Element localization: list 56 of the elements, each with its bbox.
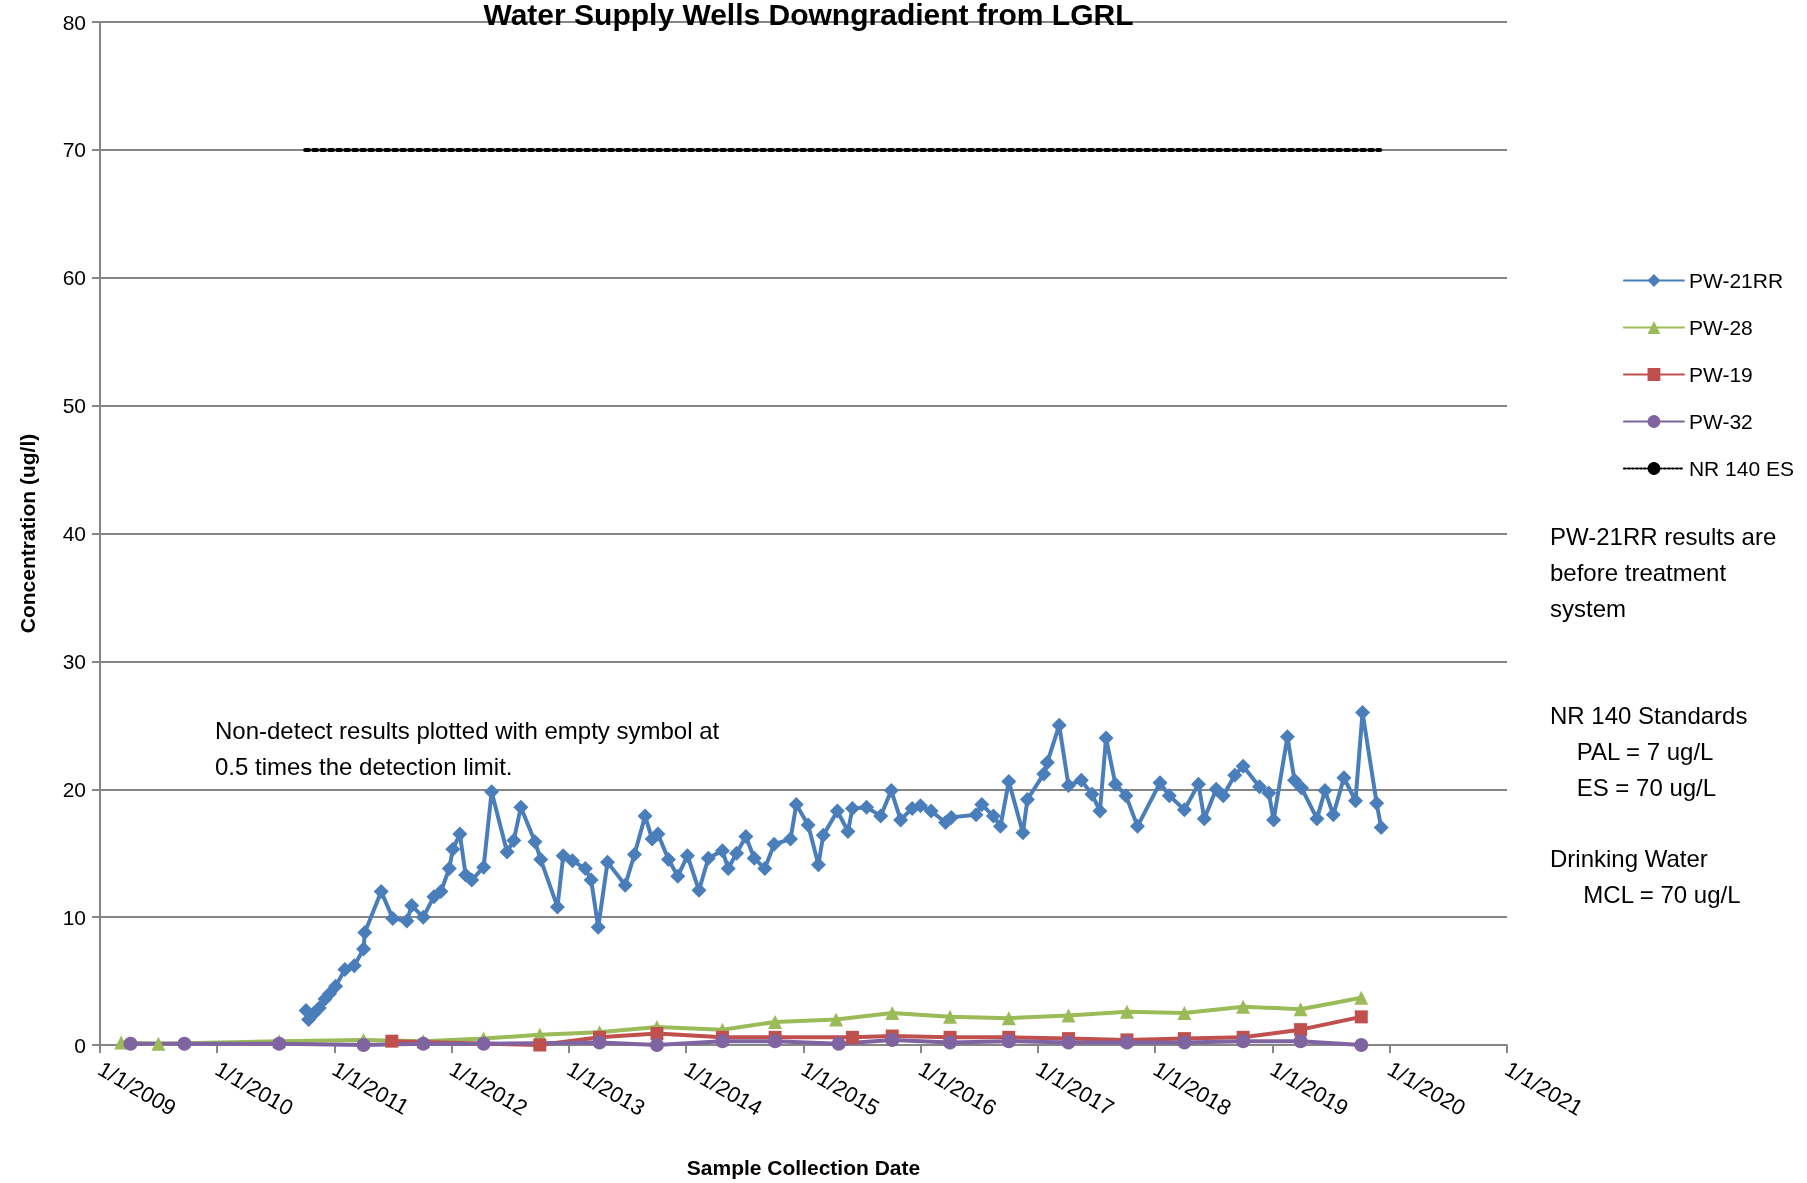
legend-label: PW-21RR bbox=[1688, 269, 1784, 292]
point bbox=[829, 1012, 844, 1027]
point bbox=[1061, 1008, 1076, 1023]
point bbox=[385, 1034, 399, 1048]
y-tick-label: 10 bbox=[62, 905, 86, 929]
point bbox=[1177, 1006, 1192, 1021]
legend-label: NR 140 ES bbox=[1688, 457, 1795, 480]
point bbox=[1236, 999, 1251, 1014]
point bbox=[715, 1034, 730, 1049]
y-tick-label: 50 bbox=[62, 394, 86, 418]
y-tick-label: 60 bbox=[62, 266, 86, 290]
point bbox=[1177, 1035, 1192, 1050]
chart-title: Water Supply Wells Downgradient from LGRL bbox=[483, 0, 1134, 31]
point bbox=[650, 1026, 664, 1040]
x-axis-title: Sample Collection Date bbox=[686, 1156, 921, 1179]
point bbox=[1354, 1010, 1368, 1024]
point bbox=[151, 1036, 166, 1051]
point bbox=[768, 1014, 783, 1029]
point bbox=[1354, 990, 1369, 1005]
y-tick-label: 40 bbox=[62, 522, 86, 545]
point bbox=[885, 1032, 900, 1047]
point bbox=[649, 1038, 664, 1052]
point bbox=[831, 1036, 846, 1051]
point bbox=[943, 1035, 958, 1050]
point bbox=[356, 1038, 371, 1052]
point bbox=[1294, 1023, 1308, 1037]
text: Drinking Water MCL = 70 ug/L bbox=[1550, 844, 1741, 908]
point bbox=[1001, 1034, 1016, 1049]
y-tick-label: 0 bbox=[74, 1033, 86, 1057]
y-tick-label: 30 bbox=[62, 649, 86, 673]
point bbox=[1119, 1004, 1134, 1019]
point bbox=[1354, 1038, 1369, 1052]
point bbox=[592, 1035, 607, 1050]
point bbox=[476, 1036, 491, 1051]
legend-label: PW-19 bbox=[1688, 363, 1753, 386]
text: PW-21RR results are before treatment system bbox=[1550, 522, 1783, 622]
annotation: Non-detect results plotted with empty symbol at 0.5 times the detection limit. bbox=[215, 716, 726, 780]
point bbox=[1293, 1002, 1308, 1017]
y-axis-title: Concentration (ug/l) bbox=[16, 433, 39, 634]
text: NR 140 Standards PAL = 7 ug/L ES = 70 ug/L bbox=[1550, 701, 1748, 801]
y-tick-label: 80 bbox=[62, 10, 86, 34]
point bbox=[533, 1038, 547, 1052]
point bbox=[1293, 1034, 1308, 1049]
point bbox=[768, 1034, 783, 1049]
legend-label: PW-32 bbox=[1688, 410, 1753, 433]
point bbox=[123, 1036, 138, 1051]
y-tick-label: 20 bbox=[62, 777, 86, 801]
point bbox=[1061, 1035, 1076, 1050]
point bbox=[1001, 1011, 1016, 1026]
point bbox=[943, 1009, 958, 1024]
point bbox=[885, 1006, 900, 1021]
y-tick-label: 70 bbox=[62, 138, 86, 162]
point bbox=[177, 1036, 192, 1051]
legend-label: PW-28 bbox=[1688, 316, 1753, 339]
point bbox=[845, 1030, 859, 1044]
point bbox=[1236, 1034, 1251, 1049]
